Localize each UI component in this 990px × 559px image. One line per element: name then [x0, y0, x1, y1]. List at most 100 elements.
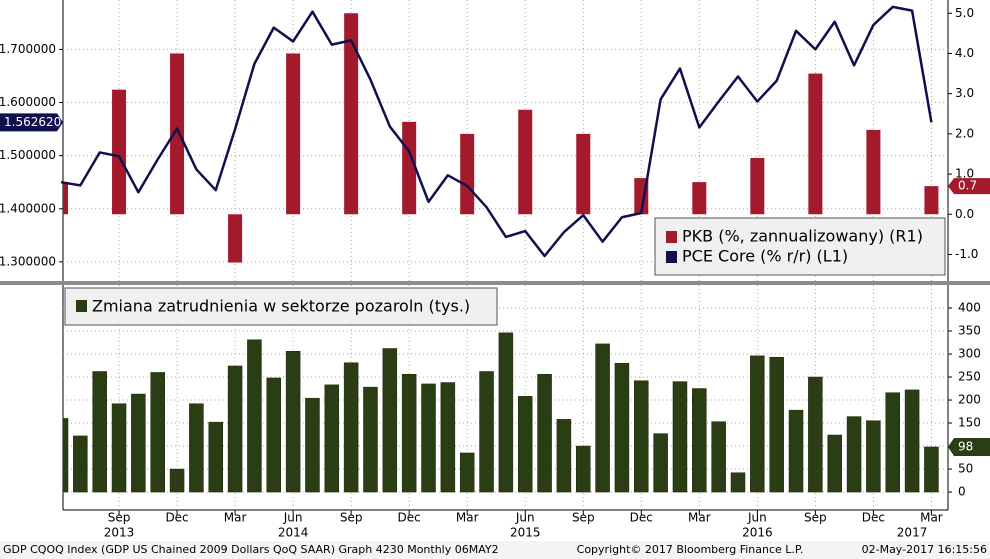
bar — [459, 452, 475, 493]
bar — [672, 381, 688, 493]
bar — [576, 445, 591, 493]
bar — [344, 13, 359, 215]
bar — [924, 446, 939, 493]
bar — [846, 416, 862, 493]
line — [60, 5, 933, 258]
x-tick-label: Dec — [862, 511, 885, 525]
bar — [63, 182, 68, 215]
bar — [189, 403, 204, 493]
x-tick-label: Mar — [224, 511, 247, 525]
y-tick-label: 0 — [958, 485, 966, 499]
bar — [247, 339, 262, 493]
bar — [62, 418, 69, 493]
bar — [692, 388, 707, 493]
y-tick-label: 400 — [958, 301, 981, 315]
y-tick-label: 350 — [958, 324, 981, 338]
x-tick-label: Sep — [572, 511, 595, 525]
x-tick-label: Dec — [398, 511, 421, 525]
bar — [402, 121, 417, 215]
bar — [576, 133, 591, 215]
bar — [653, 433, 668, 493]
bar — [924, 186, 939, 215]
y-tick-label: 1.600000 — [0, 95, 56, 109]
bar — [111, 403, 127, 493]
y2-tick-label: 0.0 — [955, 207, 974, 221]
bar — [730, 472, 746, 493]
x-tick-label: Mar — [456, 511, 479, 525]
x-year-label: 2013 — [104, 526, 135, 540]
bar — [866, 129, 881, 215]
y-tick-label: 1.300000 — [0, 254, 56, 268]
x-tick-label: Mar — [688, 511, 711, 525]
bar — [363, 386, 378, 493]
x-tick-label: Dec — [630, 511, 653, 525]
footer-center: Copyright© 2017 Bloomberg Finance L.P. — [577, 543, 804, 556]
y2-tick-label: 5.0 — [955, 6, 974, 20]
bar — [170, 53, 185, 215]
y2-tick-label: 1.0 — [955, 167, 974, 181]
bar — [498, 332, 514, 493]
bar — [827, 434, 842, 493]
footer-bg — [0, 541, 990, 559]
y-tick-label: 300 — [958, 347, 981, 361]
bar — [479, 371, 494, 493]
bar — [401, 374, 417, 493]
bar — [324, 384, 340, 493]
bar — [227, 365, 243, 493]
x-year-label: 2016 — [742, 526, 773, 540]
bar — [460, 133, 475, 215]
bar — [885, 392, 900, 493]
bar — [556, 419, 572, 493]
footer-left: GDP CQOQ Index (GDP US Chained 2009 Doll… — [3, 543, 499, 556]
legend-label: Zmiana zatrudnienia w sektorze pozaroln … — [92, 297, 470, 316]
y2-tick-label: 3.0 — [955, 86, 974, 100]
bar — [537, 374, 552, 493]
bar — [305, 397, 320, 493]
x-tick-label: Dec — [165, 511, 188, 525]
bar — [228, 214, 243, 263]
legend-swatch — [76, 300, 87, 312]
bar — [343, 362, 359, 493]
bar — [614, 362, 630, 493]
bar — [595, 343, 610, 493]
bar — [208, 421, 223, 493]
last-value-tag — [0, 113, 63, 132]
bar — [866, 420, 881, 493]
y2-tick-label: -1.0 — [955, 247, 978, 261]
bar — [440, 382, 456, 493]
bar — [750, 355, 765, 493]
last-value-label: 98 — [958, 439, 973, 453]
bar — [421, 383, 436, 493]
bar — [73, 435, 88, 493]
panel-separator — [0, 281, 990, 285]
bar — [634, 380, 649, 493]
y-tick-label: 50 — [958, 462, 973, 476]
last-value-label: 0.7 — [958, 179, 977, 193]
x-tick-label: Jun — [283, 511, 303, 525]
y-tick-label: 1.700000 — [0, 42, 56, 56]
y-tick-label: 1.500000 — [0, 148, 56, 162]
x-tick-label: Sep — [108, 511, 131, 525]
bar — [286, 53, 301, 215]
y-tick-label: 150 — [958, 416, 981, 430]
bar — [112, 89, 127, 215]
legend-swatch — [666, 231, 677, 243]
bar — [517, 396, 533, 493]
y2-tick-label: 4.0 — [955, 46, 974, 60]
x-tick-label: Sep — [804, 511, 827, 525]
bar — [808, 73, 823, 215]
bar — [904, 389, 920, 493]
bar — [266, 377, 282, 493]
bar — [285, 351, 301, 493]
bar — [92, 371, 107, 493]
bar — [788, 409, 804, 493]
x-year-label: 2017 — [897, 526, 928, 540]
y2-tick-label: 2.0 — [955, 126, 974, 140]
last-value-label: 1.562620 — [4, 115, 61, 129]
footer-right: 02-May-2017 16:15:56 — [862, 543, 987, 556]
bar — [169, 468, 185, 493]
bar — [518, 109, 533, 215]
bar — [769, 356, 784, 493]
bar — [711, 421, 726, 493]
